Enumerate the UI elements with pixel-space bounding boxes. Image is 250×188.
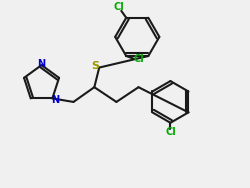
Text: N: N <box>38 59 46 69</box>
Text: Cl: Cl <box>114 2 125 12</box>
Text: S: S <box>91 61 99 71</box>
Text: N: N <box>51 95 59 105</box>
Text: Cl: Cl <box>134 54 144 64</box>
Text: Cl: Cl <box>165 127 176 137</box>
